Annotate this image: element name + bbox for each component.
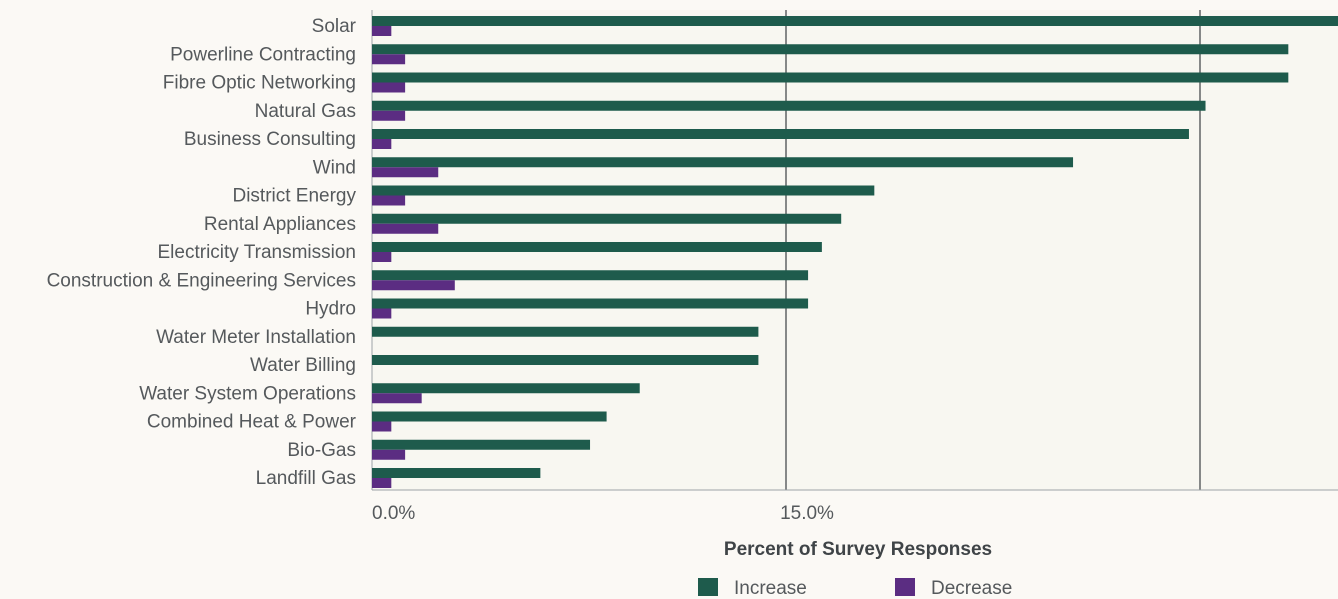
bar-increase-10 [372,298,809,309]
x-tick-label: 15.0% [780,503,834,524]
bar-increase-4 [372,129,1189,139]
category-label: Rental Appliances [204,214,356,235]
bar-increase-13 [372,383,640,394]
bar-decrease-4 [372,139,392,149]
bar-increase-8 [372,242,822,252]
category-label: Solar [312,16,357,37]
bar-decrease-15 [372,449,406,460]
category-label: District Energy [232,186,356,207]
bar-decrease-13 [372,393,422,404]
bar-increase-7 [372,213,842,224]
legend-swatch-increase [698,578,718,596]
bar-increase-3 [372,100,1206,111]
category-label: Combined Heat & Power [147,412,357,433]
bar-increase-6 [372,185,875,196]
bar-decrease-5 [372,167,439,178]
category-label: Fibre Optic Networking [163,73,356,94]
bar-decrease-16 [372,478,392,488]
bar-decrease-3 [372,110,406,121]
bar-decrease-8 [372,252,392,262]
bar-decrease-9 [372,280,455,291]
category-label: Landfill Gas [256,468,356,489]
category-label: Electricity Transmission [158,242,357,263]
category-label: Hydro [305,299,356,320]
bar-increase-16 [372,468,541,478]
category-label: Water Billing [250,355,356,376]
bar-decrease-0 [372,26,392,36]
bar-decrease-2 [372,82,406,93]
bar-decrease-14 [372,421,392,432]
bar-increase-15 [372,439,591,450]
bar-decrease-1 [372,54,406,65]
legend-swatch-decrease [895,578,915,596]
x-axis-title: Percent of Survey Responses [724,539,992,560]
category-label: Wind [313,157,356,178]
bar-increase-0 [372,16,1338,26]
bar-increase-14 [372,411,607,422]
bar-increase-5 [372,157,1074,168]
category-label: Water Meter Installation [156,327,356,348]
category-label: Natural Gas [255,101,356,122]
bar-decrease-6 [372,195,406,206]
bar-decrease-10 [372,308,392,319]
category-label: Construction & Engineering Services [47,270,356,291]
x-tick-label: 0.0% [372,503,415,524]
category-label: Powerline Contracting [170,44,356,65]
category-label: Business Consulting [184,129,356,150]
bar-increase-2 [372,72,1289,83]
bar-increase-12 [372,355,759,365]
category-label: Bio-Gas [287,440,356,461]
bar-decrease-7 [372,223,439,234]
legend-label-decrease: Decrease [931,578,1012,599]
bar-increase-1 [372,44,1289,55]
bar-increase-9 [372,270,809,281]
category-label: Water System Operations [139,383,356,404]
bar-increase-11 [372,326,759,337]
legend-label-increase: Increase [734,578,807,599]
